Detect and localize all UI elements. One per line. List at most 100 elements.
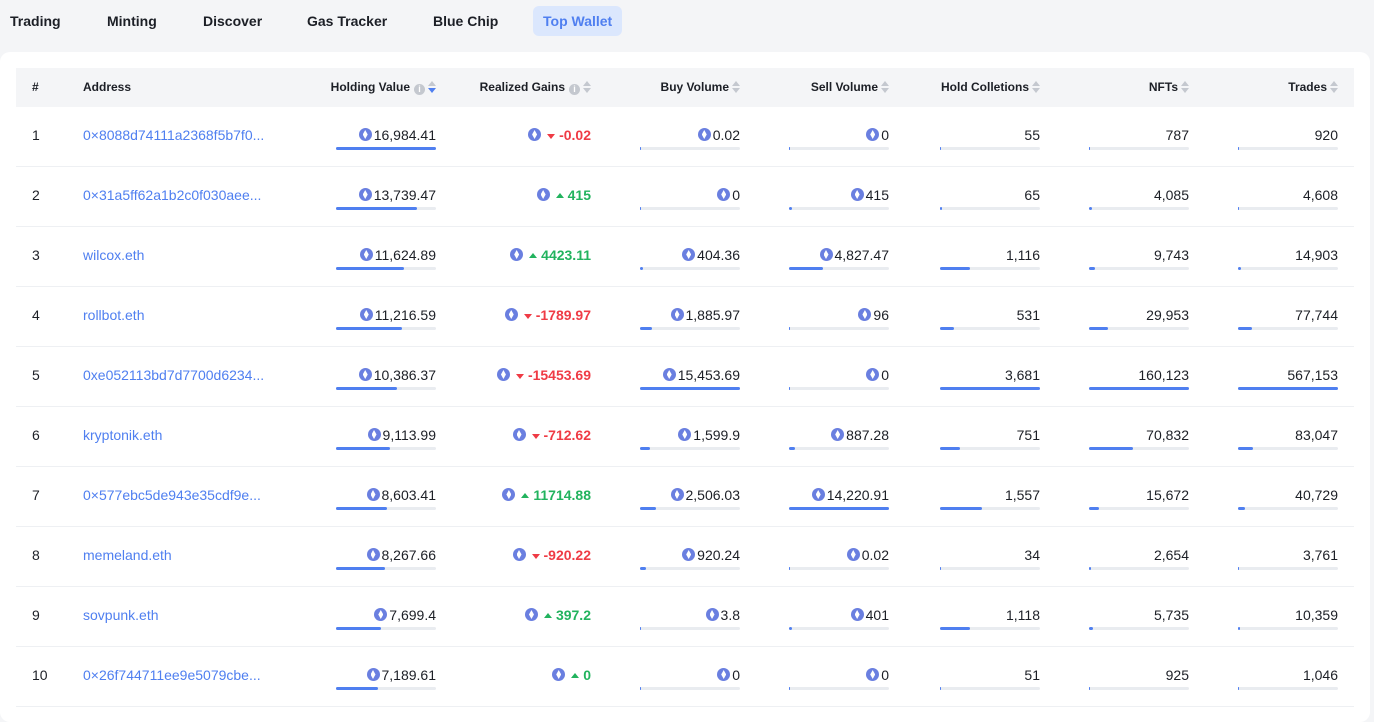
buy-bar-fill bbox=[640, 387, 740, 390]
arrow-up-icon bbox=[521, 493, 530, 498]
wallet-address-link[interactable]: 0xe052113bd7d7700d6234... bbox=[83, 367, 265, 383]
sell-value: 14,220.91 bbox=[826, 487, 889, 503]
wallet-address-link[interactable]: kryptonik.eth bbox=[83, 427, 163, 443]
wallet-address-link[interactable]: 0×8088d74111a2368f5b7f0... bbox=[83, 127, 265, 143]
holding-value: 9,113.99 bbox=[382, 427, 436, 443]
hold-value: 1,116 bbox=[1006, 247, 1040, 263]
buy-bar bbox=[640, 447, 740, 450]
hold-value: 65 bbox=[1024, 187, 1040, 203]
sort-icon[interactable] bbox=[1181, 81, 1189, 93]
arrow-down-icon bbox=[531, 554, 540, 559]
column-header-nfts[interactable]: NFTs bbox=[1149, 68, 1189, 107]
hold-bar-fill bbox=[940, 207, 942, 210]
wallet-address-link[interactable]: 0×26f744711ee9e5079cbe... bbox=[83, 667, 261, 683]
rank-cell: 5 bbox=[32, 367, 40, 383]
wallet-address-link[interactable]: 0×31a5ff62a1b2c0f030aee... bbox=[83, 187, 262, 203]
arrow-down-icon bbox=[547, 134, 556, 139]
column-header-trades[interactable]: Trades bbox=[1288, 68, 1338, 107]
wallet-address-link[interactable]: 0×577ebc5de943e35cdf9e... bbox=[83, 487, 261, 503]
sort-icon[interactable] bbox=[1330, 81, 1338, 93]
sell-bar-fill bbox=[789, 507, 889, 510]
column-header-hold[interactable]: Hold Colletions bbox=[941, 68, 1040, 107]
buy-bar-fill bbox=[640, 507, 657, 510]
gains-cell: -15453.69 bbox=[496, 367, 591, 383]
holding-value: 13,739.47 bbox=[373, 187, 436, 203]
column-label-sell: Sell Volume bbox=[810, 80, 878, 94]
trades-value: 4,608 bbox=[1302, 187, 1338, 203]
trades-bar-fill bbox=[1238, 207, 1239, 210]
holding-bar-fill bbox=[336, 207, 417, 210]
trades-value: 10,359 bbox=[1295, 607, 1338, 623]
sell-cell: 887.28 bbox=[831, 427, 889, 443]
sell-bar bbox=[789, 507, 889, 510]
nfts-cell: 9,743 bbox=[1154, 247, 1189, 263]
trades-cell: 10,359 bbox=[1295, 607, 1338, 623]
hold-bar bbox=[940, 507, 1040, 510]
eth-icon bbox=[504, 308, 518, 321]
trades-bar bbox=[1238, 147, 1338, 150]
eth-icon bbox=[502, 488, 516, 501]
nfts-value: 9,743 bbox=[1153, 247, 1189, 263]
buy-bar-fill bbox=[640, 627, 641, 630]
gains-cell: -712.62 bbox=[512, 427, 591, 443]
realized-gains-value: -1789.97 bbox=[535, 307, 591, 323]
sort-icon[interactable] bbox=[732, 81, 740, 93]
realized-gains-value: -0.02 bbox=[559, 127, 591, 143]
column-header-gains[interactable]: Realized Gains i bbox=[480, 68, 591, 107]
buy-cell: 3.8 bbox=[705, 607, 740, 623]
sort-icon[interactable] bbox=[583, 81, 591, 93]
realized-gains-value: 0 bbox=[583, 667, 591, 683]
trades-value: 3,761 bbox=[1302, 547, 1338, 563]
sort-icon[interactable] bbox=[1032, 81, 1040, 93]
tab-discover[interactable]: Discover bbox=[203, 13, 263, 29]
column-header-sell[interactable]: Sell Volume bbox=[811, 68, 889, 107]
table-row: 3 wilcox.eth 11,624.89 4423.11 404.36 4,827.4… bbox=[16, 227, 1354, 287]
eth-icon bbox=[512, 548, 526, 561]
tab-top-wallet[interactable]: Top Wallet bbox=[533, 6, 623, 36]
holding-bar bbox=[336, 147, 436, 150]
eth-icon bbox=[670, 488, 684, 501]
holding-bar bbox=[336, 567, 436, 570]
eth-icon bbox=[366, 488, 380, 501]
eth-icon bbox=[374, 608, 388, 621]
tab-trading[interactable]: Trading bbox=[10, 13, 61, 29]
sell-value: 401 bbox=[865, 607, 889, 623]
column-header-holding[interactable]: Holding Value i bbox=[331, 68, 436, 107]
buy-bar-fill bbox=[640, 267, 643, 270]
sort-icon[interactable] bbox=[428, 81, 436, 93]
wallet-address-link[interactable]: memeland.eth bbox=[83, 547, 172, 563]
hold-bar-fill bbox=[940, 507, 983, 510]
sell-cell: 415 bbox=[850, 187, 889, 203]
column-header-address: Address bbox=[83, 68, 131, 107]
rank-cell: 10 bbox=[32, 667, 48, 683]
nfts-bar-fill bbox=[1089, 687, 1090, 690]
buy-bar-fill bbox=[640, 207, 641, 210]
eth-icon bbox=[358, 188, 372, 201]
holding-value: 10,386.37 bbox=[373, 367, 436, 383]
holding-bar-fill bbox=[336, 387, 398, 390]
holding-bar-fill bbox=[336, 147, 436, 150]
trades-bar-fill bbox=[1238, 147, 1239, 150]
tab-gas-tracker[interactable]: Gas Tracker bbox=[307, 13, 388, 29]
realized-gains-value: 4423.11 bbox=[541, 247, 591, 263]
tab-blue-chip[interactable]: Blue Chip bbox=[433, 13, 499, 29]
wallet-address-link[interactable]: rollbot.eth bbox=[83, 307, 145, 323]
wallet-address-link[interactable]: wilcox.eth bbox=[83, 247, 145, 263]
tab-minting[interactable]: Minting bbox=[107, 13, 157, 29]
table-row: 5 0xe052113bd7d7700d6234... 10,386.37 -1545… bbox=[16, 347, 1354, 407]
buy-value: 0.02 bbox=[712, 127, 740, 143]
rank-cell: 4 bbox=[32, 307, 40, 323]
trades-bar bbox=[1238, 447, 1338, 450]
trades-value: 567,153 bbox=[1287, 367, 1338, 383]
info-icon[interactable]: i bbox=[569, 84, 580, 95]
nfts-bar bbox=[1089, 507, 1189, 510]
gains-cell: 0 bbox=[552, 667, 591, 683]
hold-cell: 55 bbox=[1024, 127, 1040, 143]
eth-icon bbox=[528, 128, 542, 141]
sort-icon[interactable] bbox=[881, 81, 889, 93]
info-icon[interactable]: i bbox=[414, 84, 425, 95]
eth-icon bbox=[552, 668, 566, 681]
wallet-address-link[interactable]: sovpunk.eth bbox=[83, 607, 159, 623]
gains-cell: 415 bbox=[536, 187, 591, 203]
column-header-buy[interactable]: Buy Volume bbox=[661, 68, 740, 107]
